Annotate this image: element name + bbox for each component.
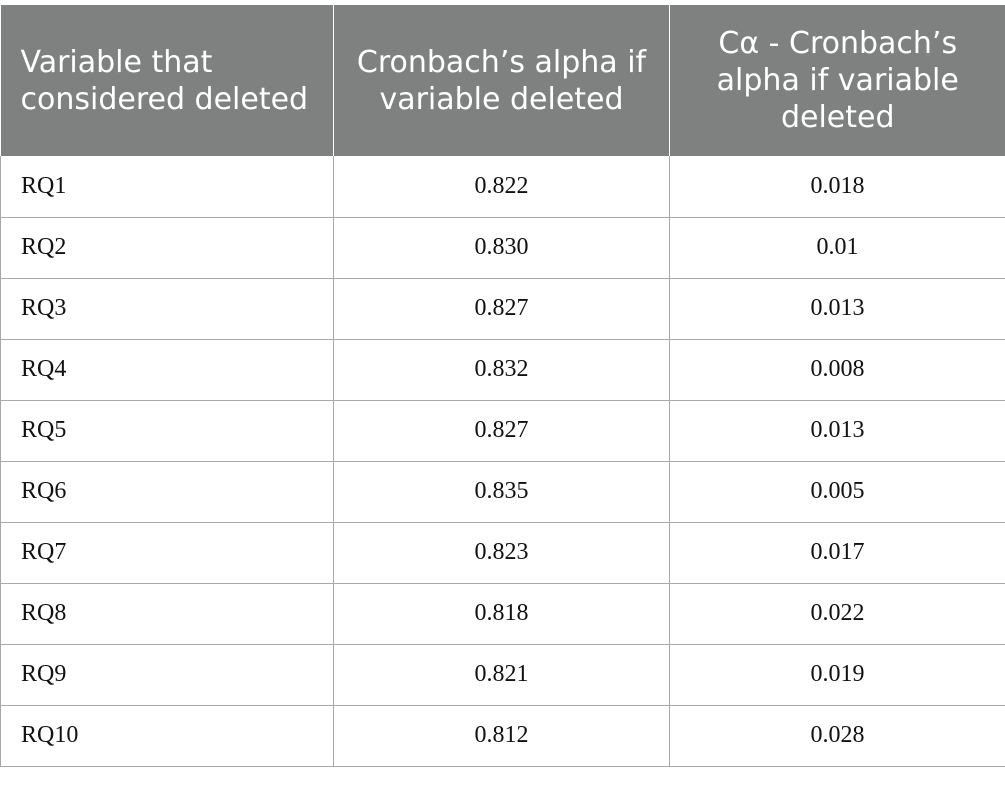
variable-cell: RQ2: [0, 216, 334, 279]
table-body: RQ1 0.822 0.018 RQ2 0.830 0.01 RQ3 0.827 0.013 RQ…: [0, 156, 1005, 767]
alpha-if-deleted-cell: 0.823: [333, 521, 670, 584]
table-row: RQ6 0.835 0.005: [0, 460, 1005, 523]
alpha-difference-cell: 0.018: [669, 156, 1005, 218]
alpha-difference-cell: 0.028: [669, 704, 1005, 767]
alpha-difference-cell: 0.017: [669, 521, 1005, 584]
table-row: RQ8 0.818 0.022: [0, 582, 1005, 645]
header-variable: Variable that considered deleted: [0, 5, 334, 156]
table-row: RQ10 0.812 0.028: [0, 704, 1005, 767]
header-alpha-difference: Cα - Cronbach’s alpha if variable delete…: [669, 5, 1005, 156]
variable-cell: RQ8: [0, 582, 334, 645]
table-row: RQ2 0.830 0.01: [0, 216, 1005, 279]
table-row: RQ3 0.827 0.013: [0, 277, 1005, 340]
table-header: Variable that considered deleted Cronbac…: [0, 5, 1005, 156]
table-row: RQ5 0.827 0.013: [0, 399, 1005, 462]
alpha-if-deleted-cell: 0.830: [333, 216, 670, 279]
variable-cell: RQ6: [0, 460, 334, 523]
alpha-difference-cell: 0.005: [669, 460, 1005, 523]
table-row: RQ1 0.822 0.018: [0, 156, 1005, 218]
alpha-difference-cell: 0.013: [669, 399, 1005, 462]
table-row: RQ7 0.823 0.017: [0, 521, 1005, 584]
alpha-if-deleted-cell: 0.812: [333, 704, 670, 767]
variable-cell: RQ7: [0, 521, 334, 584]
alpha-if-deleted-cell: 0.827: [333, 277, 670, 340]
cronbach-alpha-table: Variable that considered deleted Cronbac…: [0, 5, 1005, 767]
alpha-difference-cell: 0.008: [669, 338, 1005, 401]
alpha-difference-cell: 0.019: [669, 643, 1005, 706]
variable-cell: RQ3: [0, 277, 334, 340]
table-row: RQ9 0.821 0.019: [0, 643, 1005, 706]
variable-cell: RQ1: [0, 156, 334, 218]
alpha-difference-cell: 0.022: [669, 582, 1005, 645]
alpha-if-deleted-cell: 0.821: [333, 643, 670, 706]
alpha-difference-cell: 0.01: [669, 216, 1005, 279]
table-row: RQ4 0.832 0.008: [0, 338, 1005, 401]
variable-cell: RQ4: [0, 338, 334, 401]
alpha-if-deleted-cell: 0.822: [333, 156, 670, 218]
alpha-if-deleted-cell: 0.832: [333, 338, 670, 401]
variable-cell: RQ5: [0, 399, 334, 462]
alpha-if-deleted-cell: 0.827: [333, 399, 670, 462]
variable-cell: RQ9: [0, 643, 334, 706]
variable-cell: RQ10: [0, 704, 334, 767]
header-row: Variable that considered deleted Cronbac…: [0, 5, 1005, 156]
alpha-if-deleted-cell: 0.818: [333, 582, 670, 645]
alpha-if-deleted-cell: 0.835: [333, 460, 670, 523]
alpha-difference-cell: 0.013: [669, 277, 1005, 340]
header-alpha-if-deleted: Cronbach’s alpha if variable deleted: [333, 5, 670, 156]
